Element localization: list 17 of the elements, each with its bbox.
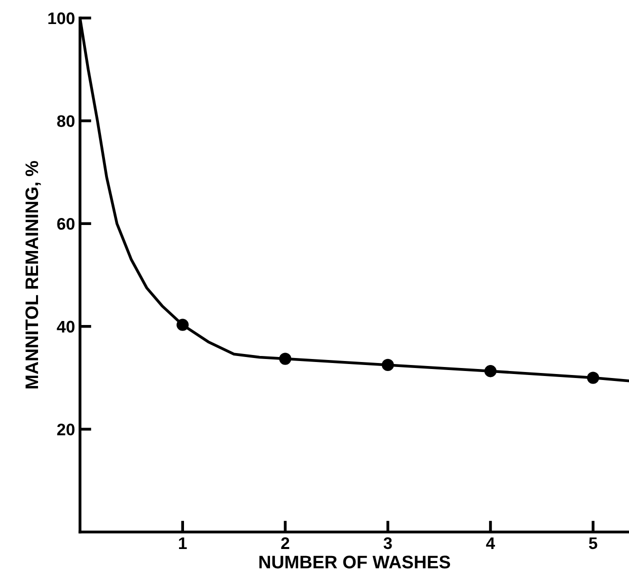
x-tick-label: 3 (384, 537, 392, 550)
point (279, 352, 292, 365)
point (176, 318, 189, 331)
point (382, 358, 394, 372)
x-axis-title: NUMBER OF WASHES (259, 556, 450, 568)
point (587, 372, 600, 384)
y-axis-title: MANNITOL REMAINING, % (25, 160, 41, 388)
point (484, 365, 497, 378)
y-tick-label: 60 (57, 218, 74, 230)
x-tick-label: 4 (486, 537, 496, 549)
x-tick-label: 1 (179, 537, 187, 549)
x-tick-label: 2 (281, 537, 290, 549)
y-tick-label: 20 (57, 424, 74, 436)
y-tick-label: 80 (57, 115, 74, 128)
y-tick-label: 40 (56, 320, 74, 333)
x-tick-label: 5 (588, 537, 598, 550)
y-tick-label: 100 (48, 12, 74, 24)
